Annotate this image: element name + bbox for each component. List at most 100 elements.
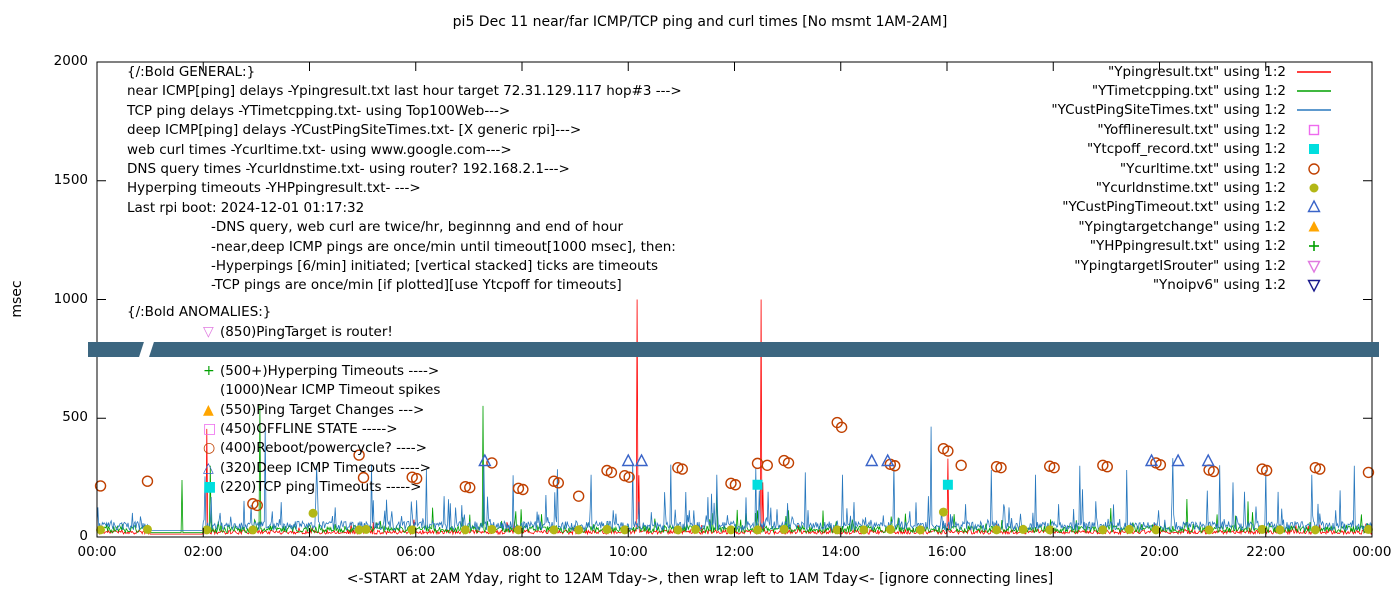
circle-open-marker (995, 461, 1007, 474)
circle-filled-marker (1045, 525, 1055, 535)
circle-open-marker (410, 472, 423, 485)
general-subline: -Hyperpings [6/min] initiated; [vertical… (211, 258, 659, 275)
circle-filled-marker (673, 525, 683, 535)
circle-open-marker (94, 480, 107, 492)
circle-open-marker (1207, 465, 1220, 478)
legend-marker (1307, 279, 1321, 293)
general-line: Hyperping timeouts -YHPpingresult.txt- -… (127, 180, 421, 197)
circle-filled-marker (753, 525, 763, 535)
y-tick-label: 500 (62, 409, 88, 426)
circle-open-marker (512, 482, 525, 495)
circle-filled-marker (407, 525, 417, 535)
circle-filled-marker (859, 525, 869, 535)
legend-label: "YCustPingSiteTimes.txt" using 1:2 (1051, 102, 1286, 119)
circle-filled-marker (487, 524, 497, 534)
anomaly-text: (1000)Near ICMP Timeout spikes (220, 382, 441, 399)
circle-open-marker (955, 459, 967, 471)
legend-item: "Ycurltime.txt" using 1:2 (1051, 159, 1334, 178)
circle-filled-marker (832, 525, 842, 535)
circle-open-marker (459, 480, 472, 493)
anomaly-item: ▽ (850)PingTarget is router! (203, 322, 440, 341)
legend-item: "Ytcpoff_record.txt" using 1:2 (1051, 140, 1334, 159)
x-tick-label: 04:00 (290, 544, 329, 560)
triangle-up-open-marker (865, 453, 879, 467)
general-subline: -DNS query, web curl are twice/hr, begin… (211, 219, 624, 236)
triangle-up-open-marker (1144, 453, 1159, 467)
legend-item: "YCustPingSiteTimes.txt" using 1:2 (1051, 101, 1334, 120)
general-subline: -near,deep ICMP pings are once/min until… (211, 238, 676, 255)
legend-item: "Ynoipv6" using 1:2 (1051, 275, 1334, 294)
circle-filled-marker (1018, 524, 1028, 534)
square-filled-marker (942, 479, 953, 490)
square-open-icon: □ (203, 421, 217, 438)
circle-filled-marker (1257, 524, 1267, 534)
general-line: web curl times -Ycurltime.txt- using www… (127, 141, 512, 158)
circle-open-marker (1308, 162, 1320, 175)
anomaly-item: + (500+)Hyperping Timeouts ----> (203, 361, 440, 380)
circle-open-marker (353, 449, 365, 461)
legend-marker (1309, 183, 1319, 193)
legend-label: "YpingtargetISrouter" using 1:2 (1074, 257, 1286, 274)
circle-open-marker (1362, 466, 1375, 479)
legend-marker (1297, 109, 1331, 112)
triangle-up-open-marker (1171, 453, 1185, 467)
legend-label: "Yofflineresult.txt" using 1:2 (1097, 121, 1286, 138)
general-line: DNS query times -Ycurldnstime.txt- using… (127, 161, 570, 178)
y-tick-label: 1000 (53, 290, 88, 307)
anomaly-item: ○ (400)Reboot/powercycle? ----> (203, 439, 440, 458)
y-tick-label: 0 (79, 528, 88, 544)
anomaly-lines: ▽ (850)PingTarget is router!▽ + (500+)Hyper… (127, 322, 440, 497)
triangle-up-open-icon: △ (203, 459, 214, 476)
circle-filled-marker (574, 525, 584, 535)
legend-marker (1307, 199, 1321, 213)
circle-open-marker (357, 471, 370, 484)
circle-filled-marker (992, 525, 1002, 535)
circle-open-marker (729, 479, 742, 491)
legend-marker (1308, 124, 1320, 136)
triangle-up-open-marker (881, 453, 895, 467)
x-tick-label: 06:00 (396, 544, 436, 560)
legend-label: "Ypingresult.txt" using 1:2 (1108, 63, 1286, 80)
chart-title: pi5 Dec 11 near/far ICMP/TCP ping and cu… (452, 14, 948, 30)
general-line: TCP ping delays -YTimetcpping.txt- using… (127, 102, 511, 119)
circle-filled-marker (1098, 525, 1108, 535)
circle-filled-marker (1151, 525, 1161, 535)
general-annotation: {/:Bold GENERAL:} near ICMP[ping] delays… (127, 63, 682, 296)
circle-open-marker (623, 471, 635, 483)
circle-filled-marker (1124, 524, 1134, 534)
anomaly-text: (400)Reboot/powercycle? ----> (220, 440, 427, 457)
x-tick-label: 14:00 (821, 544, 861, 560)
legend-item: "Ypingtargetchange" using 1:2 (1051, 217, 1334, 236)
circle-filled-marker (308, 508, 318, 518)
circle-open-marker (552, 477, 565, 489)
triangle-down-open-icon: ▽ (203, 324, 214, 341)
circle-open-marker (676, 463, 688, 475)
circle-open-marker (1048, 461, 1060, 474)
circle-filled-marker (1310, 525, 1320, 535)
legend-marker (1309, 241, 1319, 252)
legend-label: "YCustPingTimeout.txt" using 1:2 (1062, 199, 1286, 216)
legend-label: "Ynoipv6" using 1:2 (1152, 276, 1286, 293)
legend-marker (1308, 162, 1320, 175)
x-tick-label: 00:00 (1352, 544, 1392, 560)
anomaly-text: (500+)Hyperping Timeouts ----> (220, 362, 440, 379)
circle-filled-marker (602, 524, 612, 534)
triangle-up-open-marker (634, 453, 649, 467)
circle-open-marker (1314, 463, 1326, 475)
general-line: Last rpi boot: 2024-12-01 01:17:32 (127, 199, 365, 216)
triangle-up-filled-icon: ▲ (203, 401, 214, 418)
legend-item: "YCustPingTimeout.txt" using 1:2 (1051, 198, 1334, 217)
circle-filled-marker (202, 525, 212, 535)
legend-label: "Ycurldnstime.txt" using 1:2 (1095, 180, 1286, 197)
circle-filled-marker (513, 525, 523, 535)
legend-item: "Yofflineresult.txt" using 1:2 (1051, 120, 1334, 139)
anomaly-item: ▲ (550)Ping Target Changes ---> (203, 400, 440, 419)
circle-filled-marker (1363, 524, 1373, 534)
circle-filled-marker (96, 525, 106, 535)
circle-filled-marker (885, 524, 895, 534)
plus-icon: + (203, 362, 215, 379)
circle-filled-marker (1275, 525, 1285, 535)
legend-label: "YTimetcpping.txt" using 1:2 (1091, 83, 1286, 100)
